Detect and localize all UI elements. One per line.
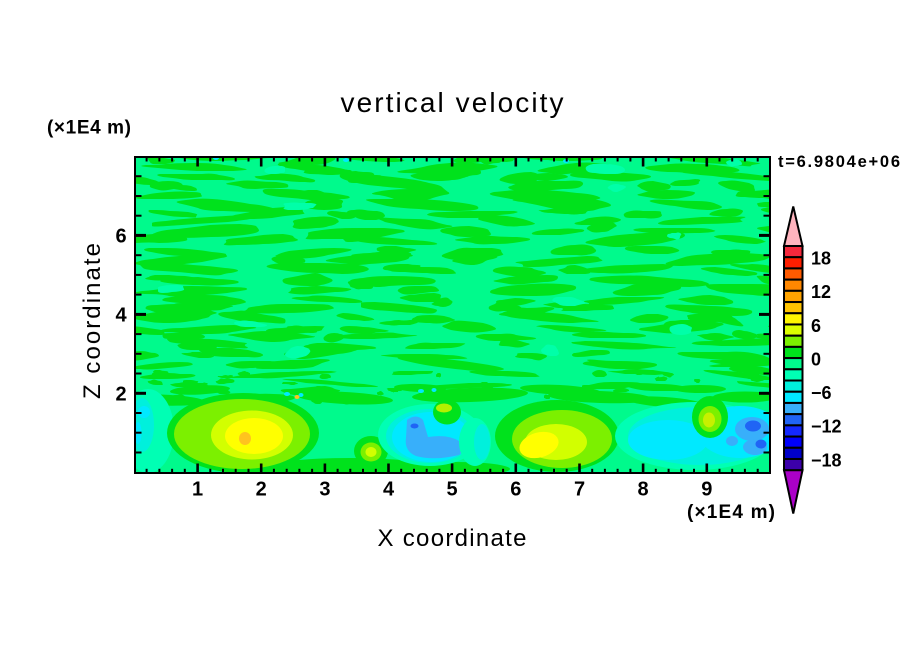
svg-text:6: 6 [115,225,126,247]
svg-text:7: 7 [574,478,585,500]
svg-text:t=6.9804e+06: t=6.9804e+06 [778,153,900,171]
svg-text:6: 6 [510,478,521,500]
svg-text:−6: −6 [811,383,832,403]
svg-text:−12: −12 [811,417,842,437]
svg-text:2: 2 [256,478,267,500]
svg-text:−18: −18 [811,450,842,470]
svg-text:1: 1 [192,478,203,500]
svg-text:vertical velocity: vertical velocity [341,87,564,118]
svg-text:6: 6 [811,316,821,336]
svg-text:Z coordinate: Z coordinate [79,243,106,399]
svg-text:3: 3 [319,478,330,500]
svg-text:8: 8 [638,478,649,500]
svg-text:4: 4 [383,478,395,500]
svg-text:(×1E4 m): (×1E4 m) [47,118,131,139]
svg-text:5: 5 [447,478,458,500]
svg-text:2: 2 [115,383,126,405]
svg-text:9: 9 [701,478,712,500]
svg-text:X coordinate: X coordinate [378,525,527,552]
svg-text:18: 18 [811,249,831,269]
svg-text:4: 4 [115,304,127,326]
svg-text:(×1E4 m): (×1E4 m) [687,502,775,523]
svg-text:12: 12 [811,282,831,302]
svg-text:0: 0 [811,349,821,369]
